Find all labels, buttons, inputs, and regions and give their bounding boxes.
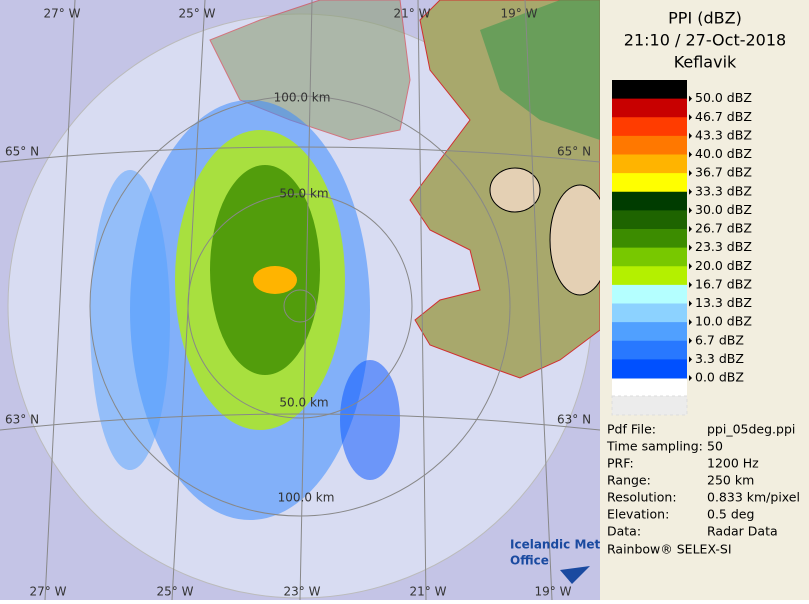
range-label: 50.0 km xyxy=(279,187,328,201)
latitude-label: 63° N xyxy=(5,413,39,427)
logo-text: Icelandic Met xyxy=(510,538,601,552)
info-value: 50 xyxy=(707,439,723,454)
longitude-label: 23° W xyxy=(284,585,321,599)
legend-label: 50.0 dBZ xyxy=(695,90,752,105)
info-value: 250 km xyxy=(707,473,754,488)
range-label: 100.0 km xyxy=(274,91,331,105)
legend-swatch xyxy=(612,284,687,304)
legend-label: 46.7 dBZ xyxy=(695,109,752,124)
info-key: Elevation: xyxy=(607,507,669,522)
legend-tick xyxy=(689,114,692,121)
legend-nodata xyxy=(612,378,687,396)
datetime: 21:10 / 27-Oct-2018 xyxy=(624,31,786,50)
legend-swatch xyxy=(612,173,687,193)
legend-label: 16.7 dBZ xyxy=(695,276,752,291)
legend-label: 40.0 dBZ xyxy=(695,146,752,161)
legend-tick xyxy=(689,151,692,158)
legend-tick xyxy=(689,244,692,251)
legend-tick xyxy=(689,207,692,214)
legend-tick xyxy=(689,226,692,232)
legend-swatch xyxy=(612,154,687,174)
legend-swatch xyxy=(612,80,687,100)
legend-swatch xyxy=(612,229,687,249)
latitude-label: 65° N xyxy=(557,145,591,159)
info-key: Range: xyxy=(607,473,651,488)
legend-tick xyxy=(689,95,692,102)
info-value: Radar Data xyxy=(707,524,778,539)
legend-swatch xyxy=(612,359,687,379)
latitude-label: 65° N xyxy=(5,145,39,159)
legend-swatch xyxy=(612,210,687,230)
info-value: ppi_05deg.ppi xyxy=(707,422,795,437)
side-panel: PPI (dBZ) 21:10 / 27-Oct-2018 Keflavik R… xyxy=(600,0,809,600)
info-value: 1200 Hz xyxy=(707,456,759,471)
info-key: Resolution: xyxy=(607,490,677,505)
legend-swatch xyxy=(612,266,687,286)
land-lowland xyxy=(480,0,600,140)
map: 27° W 25° W 21° W 19° W 27° W 25° W 23° … xyxy=(0,0,611,601)
legend-tick xyxy=(689,170,692,177)
legend-swatch xyxy=(612,340,687,360)
legend-tick xyxy=(689,319,692,326)
credit: Rainbow® SELEX-SI xyxy=(607,542,732,557)
legend-tick xyxy=(689,356,692,363)
longitude-label: 19° W xyxy=(501,7,538,21)
legend-undetect xyxy=(611,395,688,416)
graticule xyxy=(0,0,601,601)
legend-tick xyxy=(689,281,692,288)
legend-label: 6.7 dBZ xyxy=(695,332,744,347)
info-key: Data: xyxy=(607,524,641,539)
legend-tick xyxy=(689,337,692,344)
legend-label: 0.0 dBZ xyxy=(695,370,744,385)
legend-label: 36.7 dBZ xyxy=(695,165,752,180)
longitude-label: 21° W xyxy=(410,585,447,599)
info-value: 0.833 km/pixel xyxy=(707,490,800,505)
legend-swatch xyxy=(612,247,687,267)
legend-swatch xyxy=(612,117,687,137)
latitude-label: 63° N xyxy=(557,413,591,427)
legend-tick xyxy=(689,263,692,270)
echo xyxy=(340,360,400,480)
legend-label: 43.3 dBZ xyxy=(695,127,752,142)
logo-mark xyxy=(560,566,590,584)
legend-label: 30.0 dBZ xyxy=(695,202,752,217)
legend-label: 26.7 dBZ xyxy=(695,221,752,236)
longitude-label: 27° W xyxy=(44,7,81,21)
info-key: Time sampling: xyxy=(606,439,703,454)
info-value: 0.5 deg xyxy=(707,507,754,522)
range-label: 100.0 km xyxy=(278,491,335,505)
legend-tick xyxy=(689,375,692,381)
legend-label: 20.0 dBZ xyxy=(695,258,752,273)
legend-label: 23.3 dBZ xyxy=(695,239,752,254)
range-label: 50.0 km xyxy=(279,396,328,410)
legend-swatch xyxy=(612,303,687,323)
echo xyxy=(90,170,170,470)
longitude-label: 27° W xyxy=(30,585,67,599)
legend-swatch xyxy=(612,98,687,118)
echo-core xyxy=(253,266,297,294)
legend-swatch xyxy=(612,322,687,342)
glacier xyxy=(489,167,541,213)
longitude-label: 21° W xyxy=(394,7,431,21)
legend-tick xyxy=(689,132,692,139)
longitude-label: 25° W xyxy=(157,585,194,599)
info-key: Pdf File: xyxy=(607,422,656,437)
legend-label: 10.0 dBZ xyxy=(695,314,752,329)
legend-tick xyxy=(689,300,692,307)
legend-swatch xyxy=(612,135,687,155)
logo-text: Office xyxy=(510,554,549,568)
legend-swatch xyxy=(612,191,687,211)
product-title: PPI (dBZ) xyxy=(668,9,742,28)
legend-tick xyxy=(689,188,692,195)
site-name: Keflavik xyxy=(674,53,737,72)
legend-label: 3.3 dBZ xyxy=(695,351,744,366)
longitude-label: 19° W xyxy=(535,585,572,599)
legend-label: 33.3 dBZ xyxy=(695,183,752,198)
info-key: PRF: xyxy=(607,456,634,471)
legend-label: 13.3 dBZ xyxy=(695,295,752,310)
longitude-label: 25° W xyxy=(179,7,216,21)
